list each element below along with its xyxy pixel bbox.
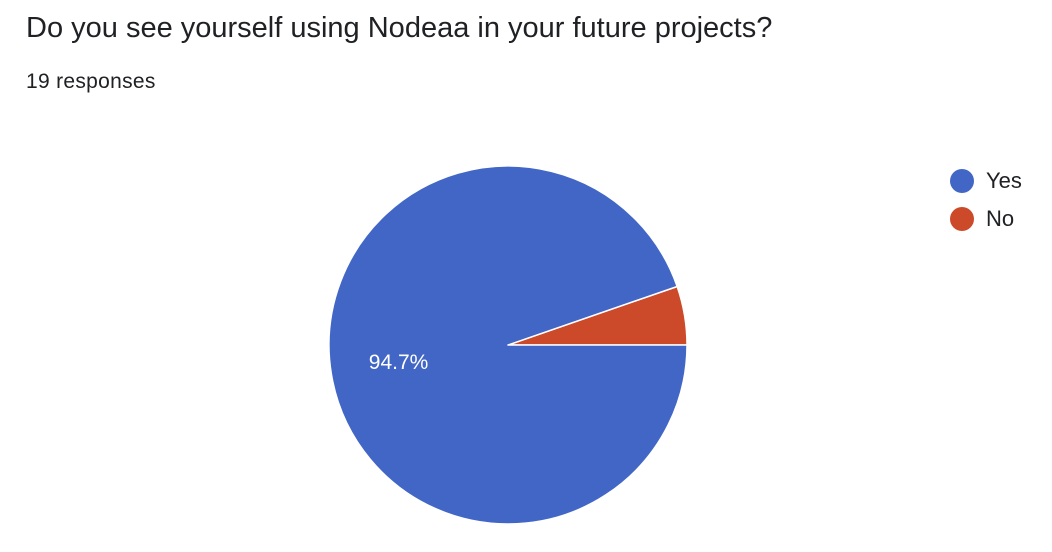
response-count: 19 responses: [26, 70, 156, 93]
chart-legend: Yes No: [950, 162, 1022, 238]
question-title: Do you see yourself using Nodeaa in your…: [26, 12, 773, 44]
pie-slice-yes[interactable]: [328, 165, 688, 525]
legend-item-yes[interactable]: Yes: [950, 162, 1022, 200]
pie-label-yes: 94.7%: [369, 351, 429, 374]
legend-swatch-yes: [950, 169, 974, 193]
legend-label-yes: Yes: [986, 168, 1022, 193]
legend-swatch-no: [950, 207, 974, 231]
legend-item-no[interactable]: No: [950, 200, 1022, 238]
pie-labels: 94.7%: [369, 351, 429, 374]
legend-label-no: No: [986, 206, 1015, 231]
pie-slices: [328, 165, 688, 525]
